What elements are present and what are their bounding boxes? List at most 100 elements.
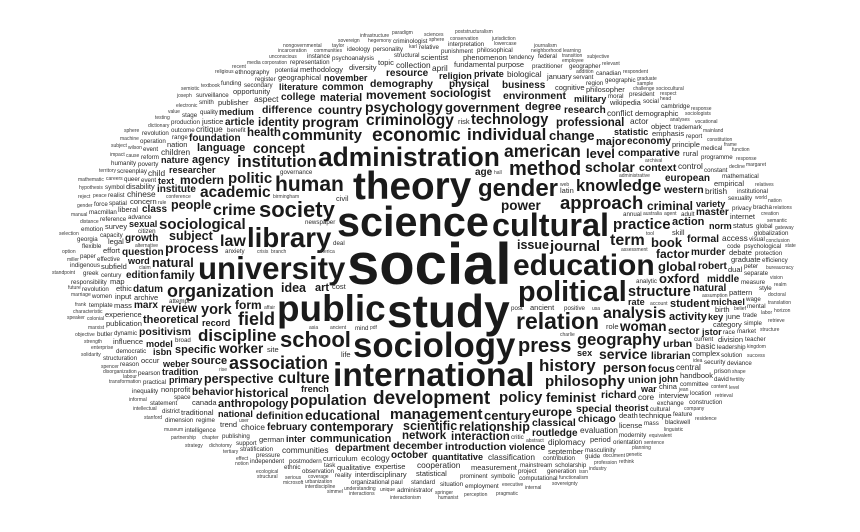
- cloud-word: textbook: [201, 84, 220, 89]
- cloud-word: hall: [494, 171, 502, 176]
- cloud-word: subjective: [587, 55, 609, 60]
- cloud-word: resource: [386, 69, 428, 79]
- cloud-word: georgia: [77, 237, 98, 243]
- cloud-word: mathematical: [722, 174, 759, 180]
- cloud-word: january: [547, 73, 572, 81]
- cloud-word: theory: [353, 168, 471, 207]
- cloud-word: communities: [314, 49, 342, 54]
- cloud-word: stage: [182, 113, 197, 119]
- cloud-word: situation: [440, 482, 463, 488]
- cloud-word: citizen: [138, 229, 156, 235]
- cloud-word: influence: [113, 338, 143, 346]
- cloud-word: principle: [672, 141, 700, 149]
- cloud-word: security: [704, 360, 725, 366]
- cloud-word: poststructuralism: [455, 30, 493, 35]
- cloud-word: learning: [563, 49, 581, 54]
- cloud-word: contemporary: [310, 421, 393, 434]
- cloud-word: collection: [396, 61, 431, 69]
- cloud-word: hypothesis: [79, 186, 103, 191]
- cloud-word: diplomacy: [548, 438, 585, 446]
- cloud-word: period: [590, 436, 611, 444]
- cloud-word: medical: [701, 146, 722, 152]
- cloud-word: macmillan: [89, 210, 117, 216]
- cloud-word: approach: [560, 194, 643, 213]
- cloud-word: retrieval: [715, 394, 733, 399]
- cloud-word: critic: [511, 435, 524, 441]
- cloud-word: moral: [608, 94, 623, 100]
- cloud-word: issue: [517, 239, 549, 252]
- cloud-word: pdf: [370, 326, 377, 331]
- cloud-word: neighborhood: [531, 49, 562, 54]
- cloud-word: informal: [129, 398, 147, 403]
- cloud-word: comparative: [618, 148, 680, 159]
- cloud-word: prison: [714, 369, 731, 375]
- cloud-word: religion: [439, 72, 472, 81]
- cloud-word: positivism: [139, 327, 191, 338]
- cloud-word: symbol: [105, 185, 125, 191]
- cloud-word: doctoral: [768, 293, 786, 298]
- cloud-word: david: [714, 377, 729, 383]
- cloud-word: november: [324, 74, 367, 83]
- cloud-word: graduate: [637, 77, 657, 82]
- cloud-word: leadership: [717, 345, 746, 351]
- cloud-word: american: [504, 143, 581, 161]
- cloud-word: ideology: [347, 47, 370, 53]
- cloud-word: sphere: [429, 38, 444, 43]
- cloud-word: anxiety: [225, 249, 245, 255]
- cloud-word: population: [290, 393, 367, 408]
- cloud-word: paul: [391, 480, 403, 486]
- cloud-word: assessment: [621, 248, 648, 253]
- cloud-word: chicago: [578, 415, 616, 425]
- cloud-word: change: [549, 129, 595, 142]
- cloud-word: source: [191, 356, 227, 367]
- cloud-word: administrator: [397, 488, 433, 494]
- cloud-word: ethnic: [284, 465, 301, 471]
- cloud-word: location: [690, 391, 711, 397]
- cloud-word: access: [722, 234, 748, 242]
- cloud-word: formal: [687, 234, 719, 245]
- cloud-word: sociologist: [430, 89, 491, 101]
- cloud-word: physical: [449, 80, 489, 90]
- cloud-word: human: [275, 174, 344, 195]
- cloud-word: level: [729, 386, 739, 391]
- cloud-word: testing: [155, 116, 170, 121]
- cloud-word: richard: [601, 390, 637, 401]
- cloud-word: technology: [471, 113, 548, 128]
- cloud-word: sex: [577, 349, 592, 358]
- cloud-word: classification: [488, 453, 535, 461]
- cloud-word: force: [94, 202, 108, 208]
- cloud-word: decline: [729, 165, 745, 170]
- cloud-word: actor: [630, 117, 648, 125]
- cloud-word: media: [247, 61, 261, 66]
- cloud-word: murder: [691, 248, 725, 258]
- cloud-word: perception: [464, 493, 487, 498]
- cloud-word: ancient: [530, 304, 554, 312]
- cloud-word: deal: [333, 241, 345, 247]
- cloud-word: screenplay: [117, 169, 147, 175]
- cloud-word: british: [705, 187, 727, 195]
- cloud-word: latin: [560, 187, 574, 195]
- cloud-word: edition: [126, 271, 159, 281]
- cloud-word: blackwell: [665, 420, 690, 426]
- cloud-word: foundation: [189, 134, 241, 144]
- cloud-word: report: [686, 134, 702, 140]
- cloud-word: conflict: [607, 109, 633, 117]
- cloud-word: usa: [592, 307, 600, 312]
- cloud-word: standard: [411, 480, 435, 486]
- cloud-word: outcome: [171, 128, 195, 134]
- cloud-word: manual: [71, 213, 87, 218]
- cloud-word: structural: [394, 53, 419, 59]
- cloud-word: challenge: [633, 87, 654, 92]
- cloud-word: company: [684, 407, 704, 412]
- cloud-word: trade: [743, 313, 757, 319]
- cloud-word: public: [277, 291, 386, 328]
- cloud-word: people: [171, 199, 211, 212]
- cloud-word: relative: [419, 45, 439, 51]
- cloud-word: region: [586, 81, 603, 87]
- cloud-word: press: [518, 336, 571, 356]
- cloud-word: realm: [774, 283, 787, 288]
- cloud-word: business: [502, 81, 545, 91]
- cloud-word: conference: [166, 195, 191, 200]
- cloud-word: variety: [696, 200, 725, 209]
- cloud-word: reject: [78, 195, 90, 200]
